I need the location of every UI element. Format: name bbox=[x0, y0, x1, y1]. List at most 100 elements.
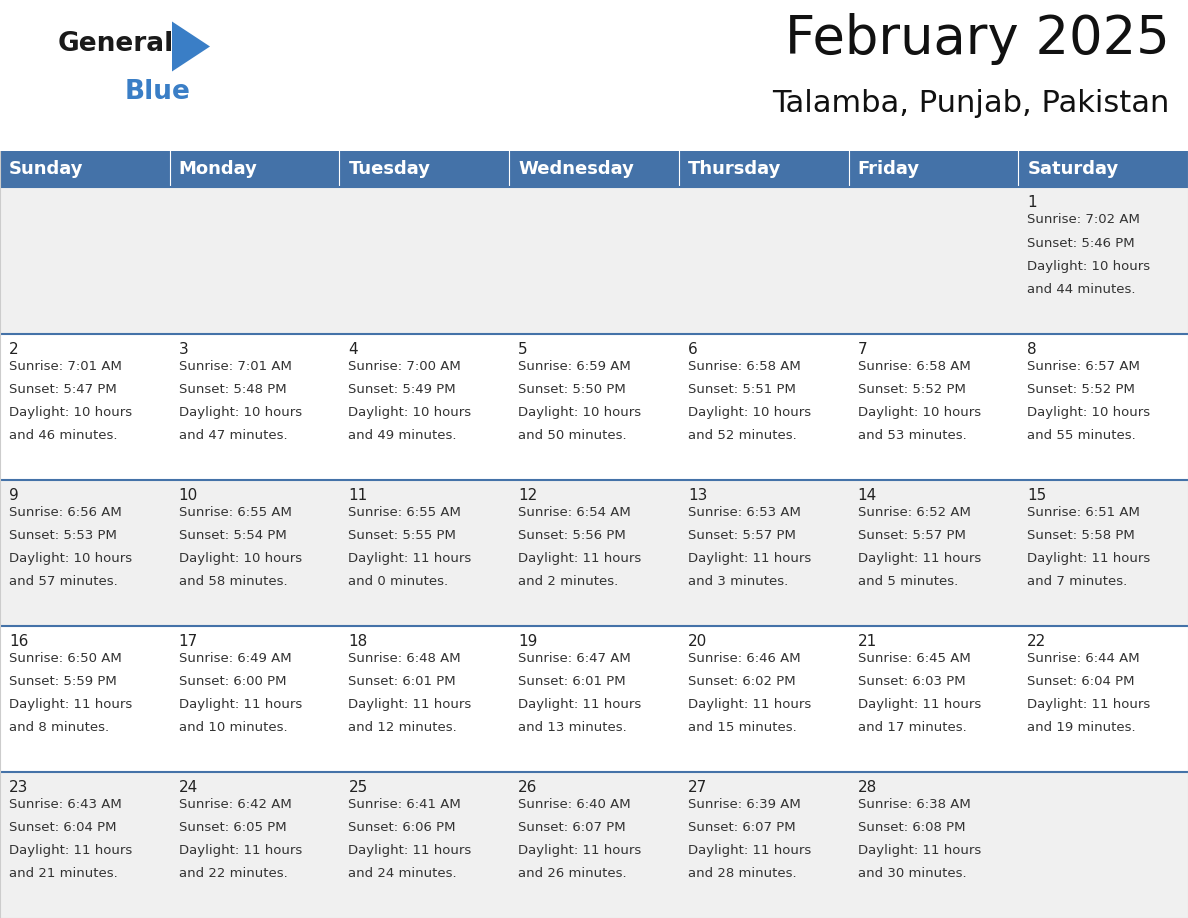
Bar bbox=[340, 333, 510, 480]
Text: Wednesday: Wednesday bbox=[518, 161, 634, 178]
Text: and 21 minutes.: and 21 minutes. bbox=[10, 868, 118, 880]
Text: 10: 10 bbox=[178, 487, 198, 503]
Text: Daylight: 11 hours: Daylight: 11 hours bbox=[348, 698, 472, 711]
Text: Saturday: Saturday bbox=[1028, 161, 1119, 178]
Text: and 46 minutes.: and 46 minutes. bbox=[10, 429, 118, 442]
Text: Sunrise: 6:50 AM: Sunrise: 6:50 AM bbox=[10, 652, 121, 665]
Bar bbox=[0, 333, 170, 480]
Bar bbox=[0, 626, 170, 772]
Text: Sunday: Sunday bbox=[10, 161, 83, 178]
Bar bbox=[1018, 187, 1188, 333]
Text: and 30 minutes.: and 30 minutes. bbox=[858, 868, 966, 880]
Text: Sunset: 5:52 PM: Sunset: 5:52 PM bbox=[858, 383, 966, 396]
Text: February 2025: February 2025 bbox=[785, 14, 1170, 65]
Text: Daylight: 11 hours: Daylight: 11 hours bbox=[348, 844, 472, 857]
Text: Sunset: 5:49 PM: Sunset: 5:49 PM bbox=[348, 383, 456, 396]
Text: and 2 minutes.: and 2 minutes. bbox=[518, 575, 619, 588]
Text: 14: 14 bbox=[858, 487, 877, 503]
Bar bbox=[678, 187, 848, 333]
Text: Sunrise: 6:58 AM: Sunrise: 6:58 AM bbox=[858, 360, 971, 373]
Text: Sunset: 5:59 PM: Sunset: 5:59 PM bbox=[10, 675, 116, 688]
Bar bbox=[1018, 333, 1188, 480]
Text: Daylight: 11 hours: Daylight: 11 hours bbox=[858, 552, 981, 565]
Text: Sunrise: 6:55 AM: Sunrise: 6:55 AM bbox=[348, 506, 461, 519]
Text: Sunset: 6:05 PM: Sunset: 6:05 PM bbox=[178, 821, 286, 834]
Text: Daylight: 10 hours: Daylight: 10 hours bbox=[688, 406, 811, 419]
Text: and 7 minutes.: and 7 minutes. bbox=[1028, 575, 1127, 588]
Text: 8: 8 bbox=[1028, 341, 1037, 356]
Text: Daylight: 10 hours: Daylight: 10 hours bbox=[518, 406, 642, 419]
Text: Sunset: 5:57 PM: Sunset: 5:57 PM bbox=[858, 529, 966, 542]
Bar bbox=[170, 333, 340, 480]
Text: Sunrise: 7:02 AM: Sunrise: 7:02 AM bbox=[1028, 214, 1140, 227]
Text: Sunset: 6:04 PM: Sunset: 6:04 PM bbox=[10, 821, 116, 834]
Bar bbox=[678, 772, 848, 918]
Text: Sunset: 6:01 PM: Sunset: 6:01 PM bbox=[348, 675, 456, 688]
Text: Sunset: 5:50 PM: Sunset: 5:50 PM bbox=[518, 383, 626, 396]
Bar bbox=[340, 480, 510, 626]
Bar bbox=[170, 480, 340, 626]
Bar bbox=[510, 333, 678, 480]
Text: 2: 2 bbox=[10, 341, 19, 356]
Text: and 13 minutes.: and 13 minutes. bbox=[518, 721, 627, 734]
Bar bbox=[848, 772, 1018, 918]
Text: 12: 12 bbox=[518, 487, 537, 503]
Text: Sunrise: 6:48 AM: Sunrise: 6:48 AM bbox=[348, 652, 461, 665]
Text: Daylight: 11 hours: Daylight: 11 hours bbox=[518, 552, 642, 565]
Text: Daylight: 11 hours: Daylight: 11 hours bbox=[1028, 698, 1150, 711]
Text: 9: 9 bbox=[10, 487, 19, 503]
Text: Daylight: 10 hours: Daylight: 10 hours bbox=[10, 406, 132, 419]
Text: and 44 minutes.: and 44 minutes. bbox=[1028, 283, 1136, 296]
Text: Sunset: 6:04 PM: Sunset: 6:04 PM bbox=[1028, 675, 1135, 688]
Text: and 49 minutes.: and 49 minutes. bbox=[348, 429, 457, 442]
Bar bbox=[340, 151, 510, 187]
Text: and 57 minutes.: and 57 minutes. bbox=[10, 575, 118, 588]
Bar bbox=[0, 151, 170, 187]
Bar bbox=[340, 626, 510, 772]
Text: 11: 11 bbox=[348, 487, 367, 503]
Text: and 15 minutes.: and 15 minutes. bbox=[688, 721, 797, 734]
Bar bbox=[170, 151, 340, 187]
Bar bbox=[0, 772, 170, 918]
Text: 15: 15 bbox=[1028, 487, 1047, 503]
Text: Sunrise: 6:54 AM: Sunrise: 6:54 AM bbox=[518, 506, 631, 519]
Text: Daylight: 11 hours: Daylight: 11 hours bbox=[518, 844, 642, 857]
Text: Sunrise: 6:41 AM: Sunrise: 6:41 AM bbox=[348, 798, 461, 811]
Text: Daylight: 10 hours: Daylight: 10 hours bbox=[10, 552, 132, 565]
Bar bbox=[678, 626, 848, 772]
Text: and 19 minutes.: and 19 minutes. bbox=[1028, 721, 1136, 734]
Text: Sunset: 6:02 PM: Sunset: 6:02 PM bbox=[688, 675, 796, 688]
Text: Sunrise: 6:56 AM: Sunrise: 6:56 AM bbox=[10, 506, 121, 519]
Bar bbox=[678, 333, 848, 480]
Text: Daylight: 10 hours: Daylight: 10 hours bbox=[1028, 260, 1150, 273]
Text: and 26 minutes.: and 26 minutes. bbox=[518, 868, 627, 880]
Text: 17: 17 bbox=[178, 633, 198, 649]
Text: Sunrise: 7:00 AM: Sunrise: 7:00 AM bbox=[348, 360, 461, 373]
Text: Sunrise: 6:55 AM: Sunrise: 6:55 AM bbox=[178, 506, 291, 519]
Text: Daylight: 11 hours: Daylight: 11 hours bbox=[688, 844, 811, 857]
Bar bbox=[678, 151, 848, 187]
Text: Daylight: 11 hours: Daylight: 11 hours bbox=[688, 552, 811, 565]
Text: Daylight: 11 hours: Daylight: 11 hours bbox=[10, 844, 132, 857]
Text: and 53 minutes.: and 53 minutes. bbox=[858, 429, 966, 442]
Bar bbox=[510, 626, 678, 772]
Text: Sunset: 5:52 PM: Sunset: 5:52 PM bbox=[1028, 383, 1136, 396]
Text: and 50 minutes.: and 50 minutes. bbox=[518, 429, 627, 442]
Text: and 8 minutes.: and 8 minutes. bbox=[10, 721, 109, 734]
Text: 18: 18 bbox=[348, 633, 367, 649]
Bar bbox=[1018, 151, 1188, 187]
Text: Friday: Friday bbox=[858, 161, 920, 178]
Text: General: General bbox=[58, 31, 175, 58]
Bar bbox=[848, 151, 1018, 187]
Bar bbox=[0, 480, 170, 626]
Text: Sunset: 6:06 PM: Sunset: 6:06 PM bbox=[348, 821, 456, 834]
Text: Daylight: 10 hours: Daylight: 10 hours bbox=[348, 406, 472, 419]
Bar bbox=[848, 333, 1018, 480]
Text: Daylight: 11 hours: Daylight: 11 hours bbox=[858, 698, 981, 711]
Text: 4: 4 bbox=[348, 341, 358, 356]
Text: Sunrise: 6:43 AM: Sunrise: 6:43 AM bbox=[10, 798, 121, 811]
Text: Daylight: 10 hours: Daylight: 10 hours bbox=[178, 406, 302, 419]
Bar bbox=[510, 151, 678, 187]
Text: Daylight: 11 hours: Daylight: 11 hours bbox=[518, 698, 642, 711]
Text: Daylight: 11 hours: Daylight: 11 hours bbox=[178, 844, 302, 857]
